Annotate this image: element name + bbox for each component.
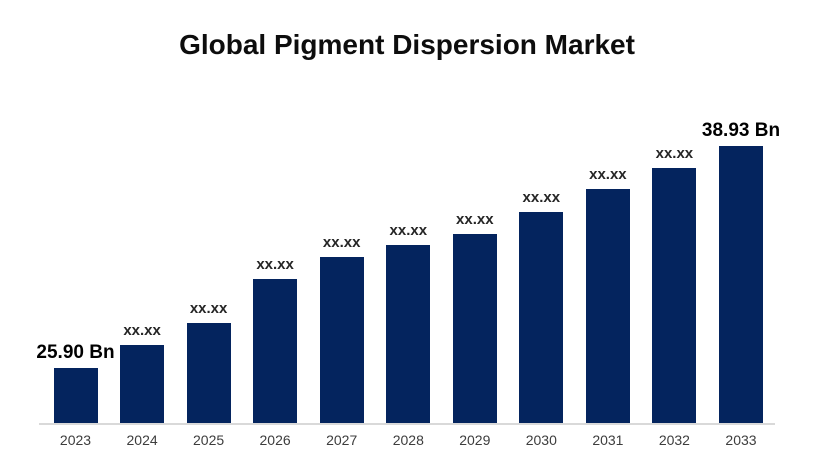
- bar-value-label: xx.xx: [123, 322, 161, 339]
- bar-group-2031: xx.xx: [574, 167, 641, 423]
- bar-value-label: xx.xx: [589, 166, 627, 183]
- x-axis-tick-label: 2032: [658, 432, 690, 448]
- bar-value-label: xx.xx: [522, 189, 561, 206]
- bar-value-label: xx.xx: [456, 211, 494, 228]
- bar-group-2032: xx.xx: [641, 146, 708, 423]
- x-axis-tick-label: 2033: [725, 432, 757, 448]
- bar: [319, 257, 364, 423]
- bar: [719, 146, 763, 423]
- bar-value-label: 38.93 Bn: [701, 120, 781, 141]
- bar: [519, 212, 564, 423]
- x-axis-tick-label: 2025: [193, 432, 225, 448]
- bar-group-2029: xx.xx: [441, 212, 508, 423]
- x-axis-tick-label: 2029: [459, 432, 491, 448]
- bar: [386, 245, 431, 423]
- bar-value-label: xx.xx: [655, 145, 694, 162]
- bar-group-2027: xx.xx: [308, 235, 375, 423]
- bar-value-label: xx.xx: [256, 256, 294, 273]
- bar: [253, 279, 298, 423]
- x-axis-tick-label: 2028: [392, 432, 424, 448]
- x-axis-tick-label: 2026: [259, 432, 291, 448]
- x-axis-tick-label: 2027: [326, 432, 358, 448]
- chart-title: Global Pigment Dispersion Market: [179, 29, 635, 60]
- x-axis-tick-label: 2023: [59, 432, 92, 448]
- bar: [120, 345, 165, 423]
- bar: [452, 234, 497, 423]
- x-axis-line: [39, 423, 775, 425]
- bar-group-2033: 38.93 Bn: [702, 121, 780, 423]
- x-axis-tick-label: 2030: [525, 432, 557, 448]
- x-axis-tick-label: 2024: [126, 432, 158, 448]
- bar-value-label: 25.90 Bn: [36, 342, 115, 363]
- bar-value-label: xx.xx: [389, 222, 428, 239]
- bar-group-2025: xx.xx: [175, 301, 242, 423]
- bar-group-2024: xx.xx: [109, 323, 176, 423]
- bar: [186, 323, 231, 423]
- bar-value-label: xx.xx: [322, 234, 361, 251]
- x-axis-tick-label: 2031: [592, 432, 624, 448]
- bar-value-label: xx.xx: [189, 300, 228, 317]
- bar-group-2026: xx.xx: [242, 257, 309, 423]
- bar: [652, 168, 697, 423]
- bar-group-2028: xx.xx: [375, 223, 442, 423]
- bar: [585, 189, 630, 423]
- bar-group-2030: xx.xx: [508, 190, 575, 423]
- bar: [53, 368, 98, 423]
- bar-group-2023: 25.90 Bn: [36, 343, 115, 423]
